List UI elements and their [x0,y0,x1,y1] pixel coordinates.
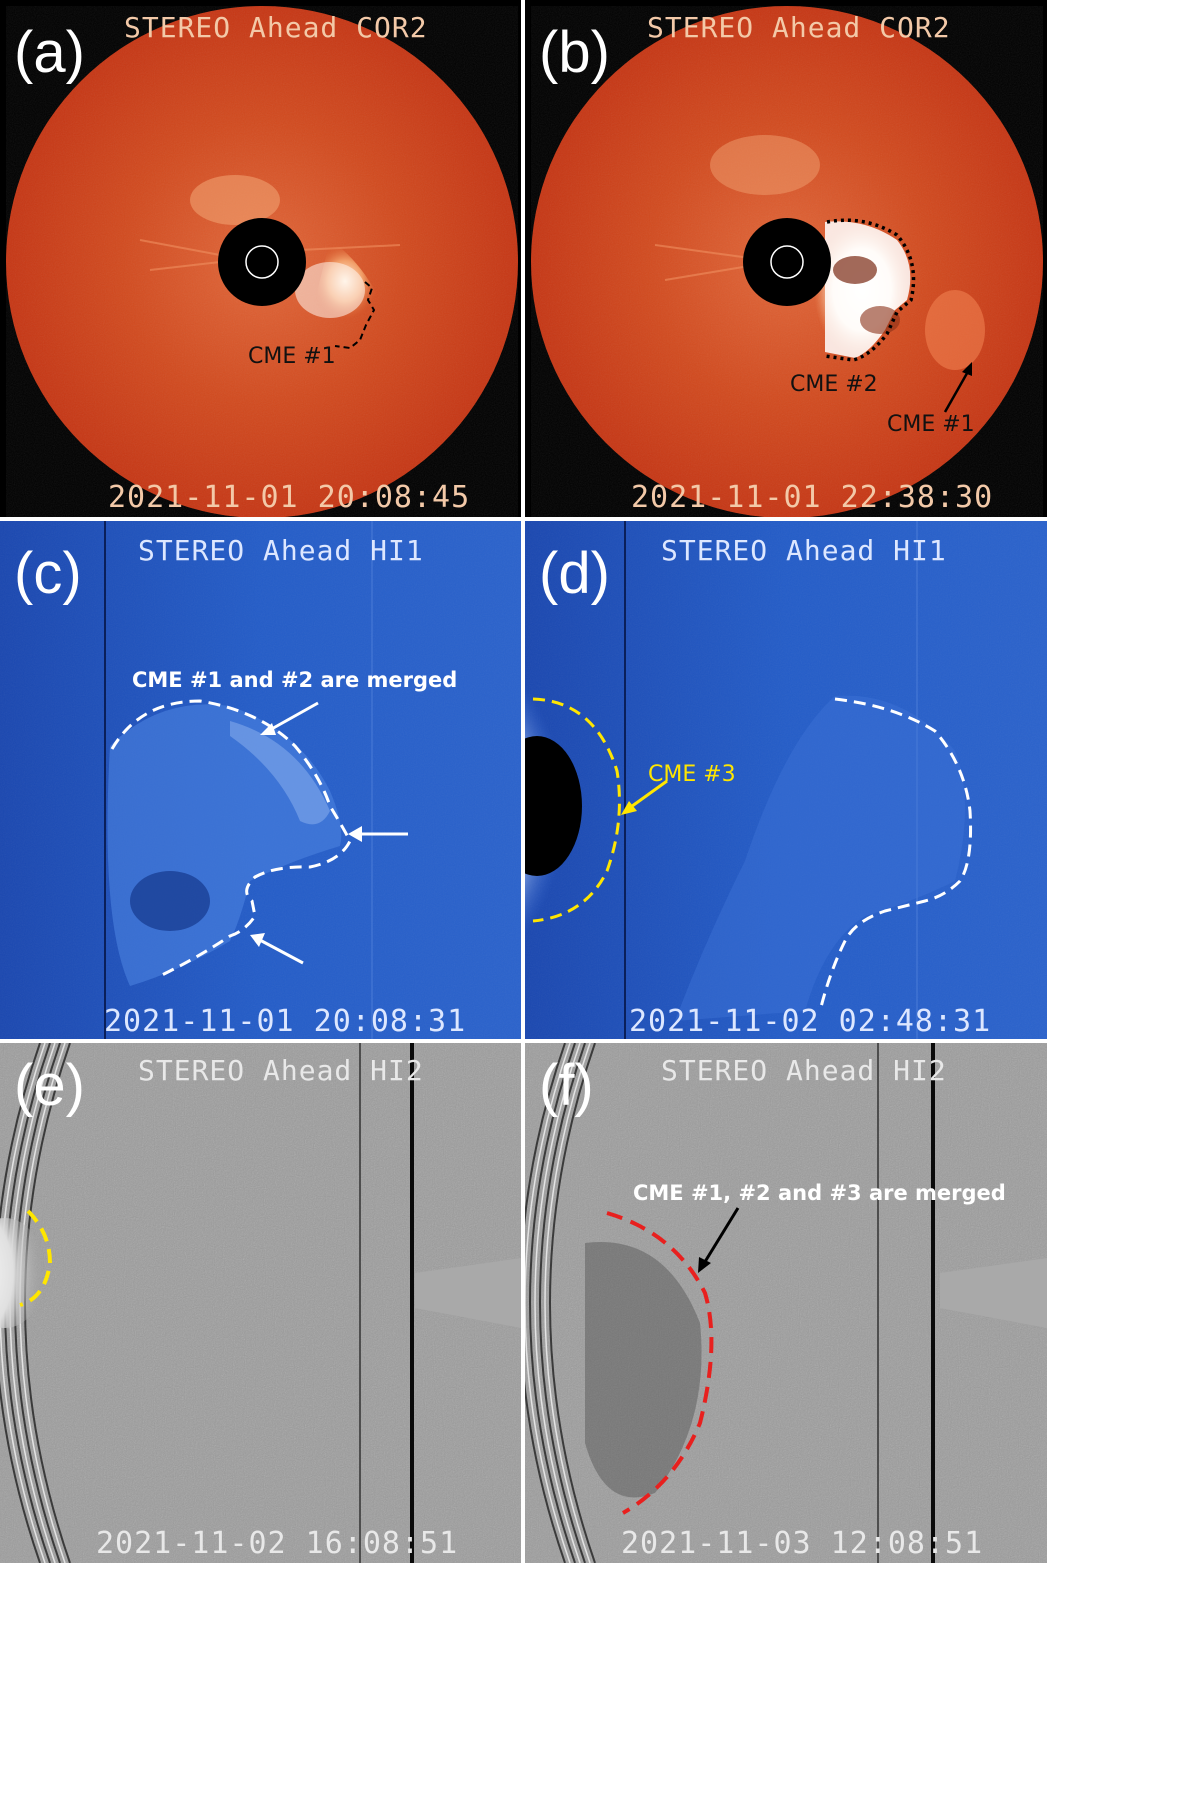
cme1-outline [334,281,376,350]
panel-e: (e) STEREO Ahead HI2 2021-11-02 16:08:51 [0,1043,521,1563]
cme1-label: CME #1 [248,344,336,369]
instrument-label: STEREO Ahead COR2 [124,11,428,44]
merged-cme-outline [606,1211,714,1515]
timestamp: 2021-11-02 16:08:51 [96,1526,459,1561]
panel-c: (c) STEREO Ahead HI1 CME #1 and #2 are m… [0,521,521,1039]
panel-letter: (e) [14,1053,85,1118]
panel-letter: (b) [539,20,610,85]
cor2-image-b [531,6,1043,517]
merged-label: CME #1 and #2 are merged [132,668,458,692]
arrow-icon [621,779,668,815]
cme2-label: CME #2 [790,372,878,397]
instrument-label: STEREO Ahead HI1 [661,534,947,567]
cor2-image-a [6,6,518,517]
occulter-disk [218,218,306,306]
timestamp: 2021-11-01 20:08:45 [108,480,471,515]
cme3-outline [532,697,621,923]
timestamp: 2021-11-02 02:48:31 [629,1004,992,1039]
instrument-label: STEREO Ahead HI2 [661,1054,947,1087]
arrow-icon [250,933,304,965]
merged-cme-outline [110,699,352,978]
sun-limb-circle [770,245,804,279]
cme3-label: CME #3 [648,762,736,787]
panel-b: (b) STEREO Ahead COR2 CME #2 CME #1 2021… [525,0,1047,517]
sun-limb-circle [245,245,279,279]
timestamp: 2021-11-01 22:38:30 [631,480,994,515]
panel-letter: (d) [539,541,610,606]
panel-f: (f) STEREO Ahead HI2 CME #1, #2 and #3 a… [525,1043,1047,1563]
cme2-outline [824,218,916,362]
panel-d: (d) STEREO Ahead HI1 CME #3 2021-11-02 0… [525,521,1047,1039]
hi1-image-d [525,521,1047,1039]
panel-letter: (a) [14,20,85,85]
arrow-icon [348,826,408,842]
merged-cme-outline [818,697,973,1012]
instrument-label: STEREO Ahead HI1 [138,534,424,567]
occulter-disk [743,218,831,306]
instrument-label: STEREO Ahead HI2 [138,1054,424,1087]
timestamp: 2021-11-01 20:08:31 [104,1004,467,1039]
cme1-arrow [943,367,972,413]
cme-front-outline [19,1209,53,1307]
hi2-image-e [0,1043,521,1563]
merged-label: CME #1, #2 and #3 are merged [633,1181,1006,1205]
panel-letter: (c) [14,541,82,606]
arrow-icon [698,1207,740,1273]
instrument-label: STEREO Ahead COR2 [647,11,951,44]
hi2-image-f [525,1043,1047,1563]
cme1-label: CME #1 [887,412,975,437]
timestamp: 2021-11-03 12:08:51 [621,1526,984,1561]
arrow-icon [260,701,319,735]
panel-a: (a) STEREO Ahead COR2 CME #1 2021-11-01 … [0,0,521,517]
hi1-image-c [0,521,521,1039]
panel-letter: (f) [539,1053,594,1118]
